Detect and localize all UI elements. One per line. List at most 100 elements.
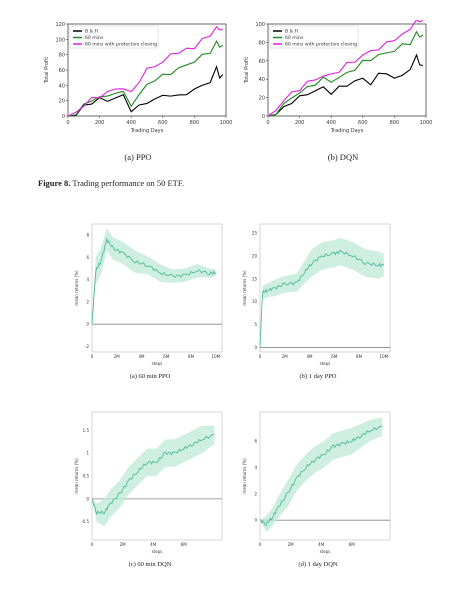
x-tick-label: 8M — [356, 354, 363, 359]
x-tick-label: 2M — [120, 542, 127, 547]
mean-returns-line — [259, 249, 385, 348]
subcaption-1day-dqn: (d) 1 day DQN — [298, 561, 338, 568]
x-tick-label: 0 — [259, 542, 262, 547]
legend-label: B & H — [285, 29, 298, 35]
x-tick-label: 8M — [188, 354, 195, 359]
y-tick-label: 8 — [86, 233, 89, 238]
y-tick-label: 25 — [252, 231, 258, 236]
subcaption-dqn: (b) DQN — [327, 152, 359, 162]
x-tick-label: 4M — [150, 542, 157, 547]
x-axis-label: steps — [152, 361, 163, 366]
y-tick-label: 40 — [59, 83, 65, 89]
y-axis-label: Total Profit — [44, 57, 50, 84]
x-tick-label: 0 — [259, 354, 262, 359]
confidence-band — [260, 417, 383, 533]
subcaption-60min-ppo: (a) 60 min PPO — [129, 373, 171, 380]
x-tick-label: 0 — [66, 120, 69, 126]
subcaption-1day-ppo: (b) 1 day PPO — [299, 373, 337, 380]
x-tick-label: 600 — [158, 120, 168, 126]
confidence-band — [92, 228, 216, 325]
y-tick-label: 4 — [254, 465, 257, 470]
legend-label: 60 mins with protective closing — [285, 42, 357, 48]
legend-label: 60 mins — [285, 35, 304, 41]
series-line-1 — [67, 40, 224, 117]
y-axis-label: mean returns (%) — [74, 270, 79, 306]
series-line-2 — [67, 25, 223, 117]
x-tick-label: 4M — [318, 542, 325, 547]
series-line-1 — [267, 30, 424, 117]
plot-frame — [91, 223, 223, 353]
y-tick-label: 40 — [259, 77, 265, 83]
y-tick-label: 5 — [254, 322, 257, 327]
x-tick-label: 10M — [212, 354, 221, 359]
x-tick-label: 2M — [114, 354, 121, 359]
figure-caption-text: Trading performance on 50 ETF. — [70, 178, 185, 188]
x-axis-label: steps — [320, 549, 331, 554]
legend-label: 60 mins with protective closing — [85, 42, 157, 48]
mean-returns-line — [91, 237, 217, 325]
legend-label: 60 mins — [85, 35, 104, 41]
confidence-band — [260, 237, 384, 348]
x-tick-label: 400 — [326, 120, 336, 126]
subcaption-60min-dqn: (c) 60 min DQN — [128, 561, 172, 568]
y-tick-label: 20 — [59, 99, 65, 105]
x-tick-label: 6M — [181, 542, 188, 547]
x-tick-label: 4M — [307, 354, 314, 359]
ppo-profit-chart: 0 200 400 600 800 1000 0 20 40 60 80 100 120 Trading … — [44, 22, 232, 134]
x-tick-label: 6M — [163, 354, 170, 359]
y-axis-label: mean returns (%) — [242, 270, 247, 306]
x-tick-label: 0 — [266, 120, 269, 126]
x-tick-label: 2M — [282, 354, 289, 359]
mean-returns-line — [259, 425, 383, 527]
y-tick-label: 60 — [59, 68, 65, 74]
x-tick-label: 800 — [390, 120, 400, 126]
y-tick-label: 4 — [86, 277, 89, 282]
x-axis-label: Trading Days — [130, 128, 164, 134]
y-tick-label: 15 — [252, 276, 258, 281]
y-tick-label: 6 — [86, 255, 89, 260]
mean-returns-line — [91, 434, 215, 516]
y-tick-label: 80 — [259, 40, 265, 46]
ppo-1day-returns-chart: 0 2M 4M 6M 8M 10M 0 5 10 15 20 25 steps mean returns … — [242, 223, 391, 366]
x-tick-label: 800 — [190, 120, 200, 126]
x-tick-label: 6M — [349, 542, 356, 547]
plot-frame — [267, 23, 427, 117]
x-tick-label: 400 — [126, 120, 136, 126]
legend-box — [69, 25, 159, 49]
figure-caption: Figure 8. Trading performance on 50 ETF. — [38, 178, 184, 188]
legend-box — [269, 25, 359, 49]
y-tick-label: 6 — [254, 439, 257, 444]
y-tick-label: 2 — [86, 299, 89, 304]
x-axis-label: Trading Days — [330, 128, 364, 134]
dqn-60min-returns-chart: 0 2M 4M 6M -0.5 0 0.5 1 1.5 steps mean returns (%) — [74, 411, 223, 554]
y-tick-label: 0 — [86, 496, 89, 501]
y-tick-label: 20 — [252, 254, 258, 259]
x-tick-label: 200 — [95, 120, 105, 126]
plot-frame — [91, 411, 223, 541]
y-tick-label: 100 — [55, 37, 65, 43]
x-tick-label: 2M — [288, 542, 295, 547]
x-tick-label: 0 — [91, 542, 94, 547]
dqn-1day-returns-chart: 0 2M 4M 6M 0 2 4 6 steps mean returns (%) — [242, 411, 391, 554]
y-tick-label: 120 — [55, 22, 65, 28]
y-tick-label: 0.5 — [83, 474, 90, 479]
y-tick-label: 10 — [252, 299, 258, 304]
y-tick-label: -0.5 — [81, 519, 89, 524]
x-tick-label: 4M — [139, 354, 146, 359]
y-tick-label: 1.5 — [83, 428, 90, 433]
y-tick-label: 0 — [86, 322, 89, 327]
y-axis-label: mean returns (%) — [74, 458, 79, 494]
y-tick-label: 100 — [255, 22, 265, 28]
series-line-0 — [67, 64, 224, 117]
y-tick-label: 0 — [254, 518, 257, 523]
x-tick-label: 0 — [91, 354, 94, 359]
x-tick-label: 1000 — [420, 120, 433, 126]
confidence-band — [92, 425, 215, 527]
y-tick-label: 20 — [259, 96, 265, 102]
y-axis-label: mean returns (%) — [242, 458, 247, 494]
y-tick-label: 0 — [62, 114, 65, 120]
x-tick-label: 10M — [380, 354, 389, 359]
y-axis-label: Total Profit — [244, 57, 250, 84]
